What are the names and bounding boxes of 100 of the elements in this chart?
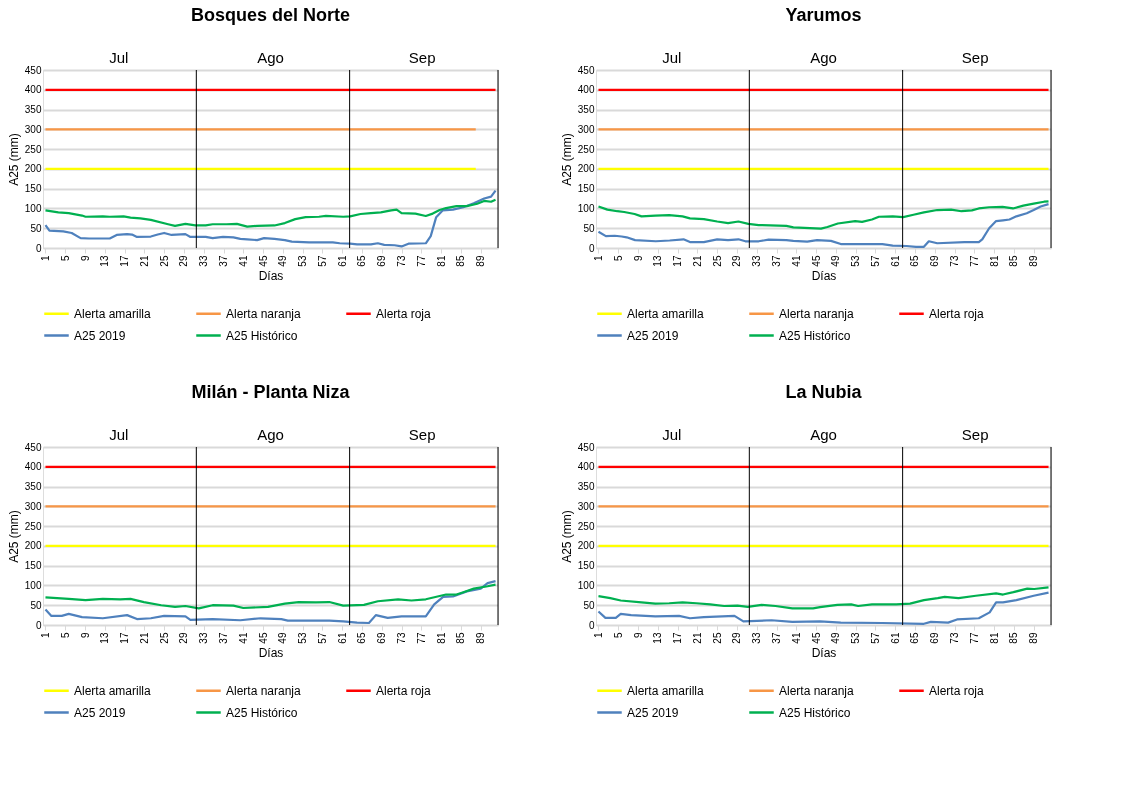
x-tick-label: 61 <box>336 632 348 644</box>
y-tick-label: 400 <box>24 461 42 473</box>
x-tick-label: 65 <box>909 255 921 267</box>
legend-label: Alerta roja <box>929 683 985 698</box>
x-tick-label: 81 <box>988 632 1000 644</box>
x-tick-label: 57 <box>869 255 881 267</box>
chart-title: La Nubia <box>785 382 863 402</box>
y-tick-label: 50 <box>30 599 42 611</box>
y-tick-label: 450 <box>24 441 42 453</box>
y-tick-label: 150 <box>24 183 42 195</box>
y-axis-title: A25 (mm) <box>559 510 574 563</box>
text: Sep <box>408 426 436 443</box>
x-tick-label: 69 <box>929 255 941 267</box>
x-tick-label: 57 <box>316 255 328 267</box>
x-tick-label: 25 <box>158 255 170 267</box>
x-tick-label: 1 <box>592 632 604 639</box>
y-tick-label: 150 <box>24 560 42 572</box>
x-tick-label: 21 <box>691 255 703 267</box>
y-tick-label: 200 <box>24 163 42 175</box>
x-tick-label: 73 <box>949 255 961 267</box>
x-tick-label: 21 <box>138 632 150 644</box>
y-tick-label: 400 <box>577 84 595 96</box>
x-tick-label: 5 <box>59 255 71 262</box>
x-tick-label: 49 <box>830 632 842 644</box>
x-tick-label: 89 <box>475 255 487 267</box>
y-axis-title: A25 (mm) <box>6 510 21 563</box>
x-tick-label: 45 <box>810 255 822 267</box>
y-tick-label: 100 <box>577 202 595 214</box>
y-tick-label: 250 <box>577 520 595 532</box>
x-tick-label: 61 <box>889 632 901 644</box>
y-tick-label: 200 <box>24 540 42 552</box>
text: Ago <box>810 426 837 443</box>
x-tick-label: 45 <box>810 632 822 644</box>
x-tick-label: 49 <box>277 632 289 644</box>
x-tick-label: 69 <box>376 255 388 267</box>
y-tick-label: 150 <box>577 560 595 572</box>
y-tick-label: 350 <box>577 481 595 493</box>
x-tick-label: 61 <box>336 255 348 267</box>
y-tick-label: 300 <box>577 500 595 512</box>
text: Jul <box>662 426 682 443</box>
x-tick-label: 25 <box>158 632 170 644</box>
y-tick-label: 300 <box>24 123 42 135</box>
x-tick-label: 13 <box>652 255 664 267</box>
x-tick-label: 45 <box>257 255 269 267</box>
y-tick-label: 400 <box>577 461 595 473</box>
legend-label: A25 Histórico <box>779 705 851 720</box>
y-tick-label: 0 <box>588 242 595 254</box>
legend-label: Alerta amarilla <box>74 306 152 321</box>
x-tick-label: 1 <box>592 255 604 262</box>
y-tick-label: 50 <box>30 222 42 234</box>
y-tick-label: 50 <box>583 599 595 611</box>
x-tick-label: 89 <box>475 632 487 644</box>
x-tick-label: 13 <box>99 255 111 267</box>
legend-label: Alerta roja <box>376 683 432 698</box>
y-tick-label: 50 <box>583 222 595 234</box>
legend-label: Alerta amarilla <box>627 306 705 321</box>
x-tick-label: 73 <box>396 632 408 644</box>
x-tick-label: 61 <box>889 255 901 267</box>
text: Jul <box>109 49 129 66</box>
x-tick-label: 33 <box>751 255 763 267</box>
x-tick-label: 29 <box>178 255 190 267</box>
text: Ago <box>810 49 837 66</box>
x-tick-label: 77 <box>415 632 427 644</box>
y-tick-label: 200 <box>577 163 595 175</box>
chart-title: Milán - Planta Niza <box>191 382 351 402</box>
x-tick-label: 53 <box>850 255 862 267</box>
x-tick-label: 45 <box>257 632 269 644</box>
x-tick-label: 65 <box>356 632 368 644</box>
text: Ago <box>257 49 284 66</box>
y-tick-label: 250 <box>24 143 42 155</box>
x-tick-label: 29 <box>731 632 743 644</box>
x-tick-label: 25 <box>711 255 723 267</box>
legend-label: Alerta roja <box>929 306 985 321</box>
x-tick-label: 53 <box>297 255 309 267</box>
y-tick-label: 300 <box>24 500 42 512</box>
x-tick-label: 13 <box>652 632 664 644</box>
y-tick-label: 350 <box>24 481 42 493</box>
x-tick-label: 85 <box>455 632 467 644</box>
x-tick-label: 17 <box>672 255 684 267</box>
chart-title: Bosques del Norte <box>190 5 351 25</box>
x-tick-label: 41 <box>790 632 802 644</box>
y-axis-title: A25 (mm) <box>559 133 574 186</box>
y-tick-label: 250 <box>24 520 42 532</box>
x-tick-label: 17 <box>119 632 131 644</box>
x-tick-label: 41 <box>237 255 249 267</box>
x-axis-title: Días <box>811 645 837 660</box>
x-tick-label: 13 <box>99 632 111 644</box>
y-tick-label: 0 <box>35 619 42 631</box>
x-tick-label: 41 <box>237 632 249 644</box>
x-tick-label: 33 <box>751 632 763 644</box>
y-tick-label: 450 <box>24 64 42 76</box>
x-tick-label: 65 <box>356 255 368 267</box>
x-axis-title: Días <box>258 645 284 660</box>
x-tick-label: 41 <box>790 255 802 267</box>
x-tick-label: 17 <box>119 255 131 267</box>
text: Jul <box>662 49 682 66</box>
x-tick-label: 77 <box>968 255 980 267</box>
x-tick-label: 5 <box>612 632 624 639</box>
legend-label: A25 2019 <box>627 328 679 343</box>
line-series <box>597 200 1050 230</box>
